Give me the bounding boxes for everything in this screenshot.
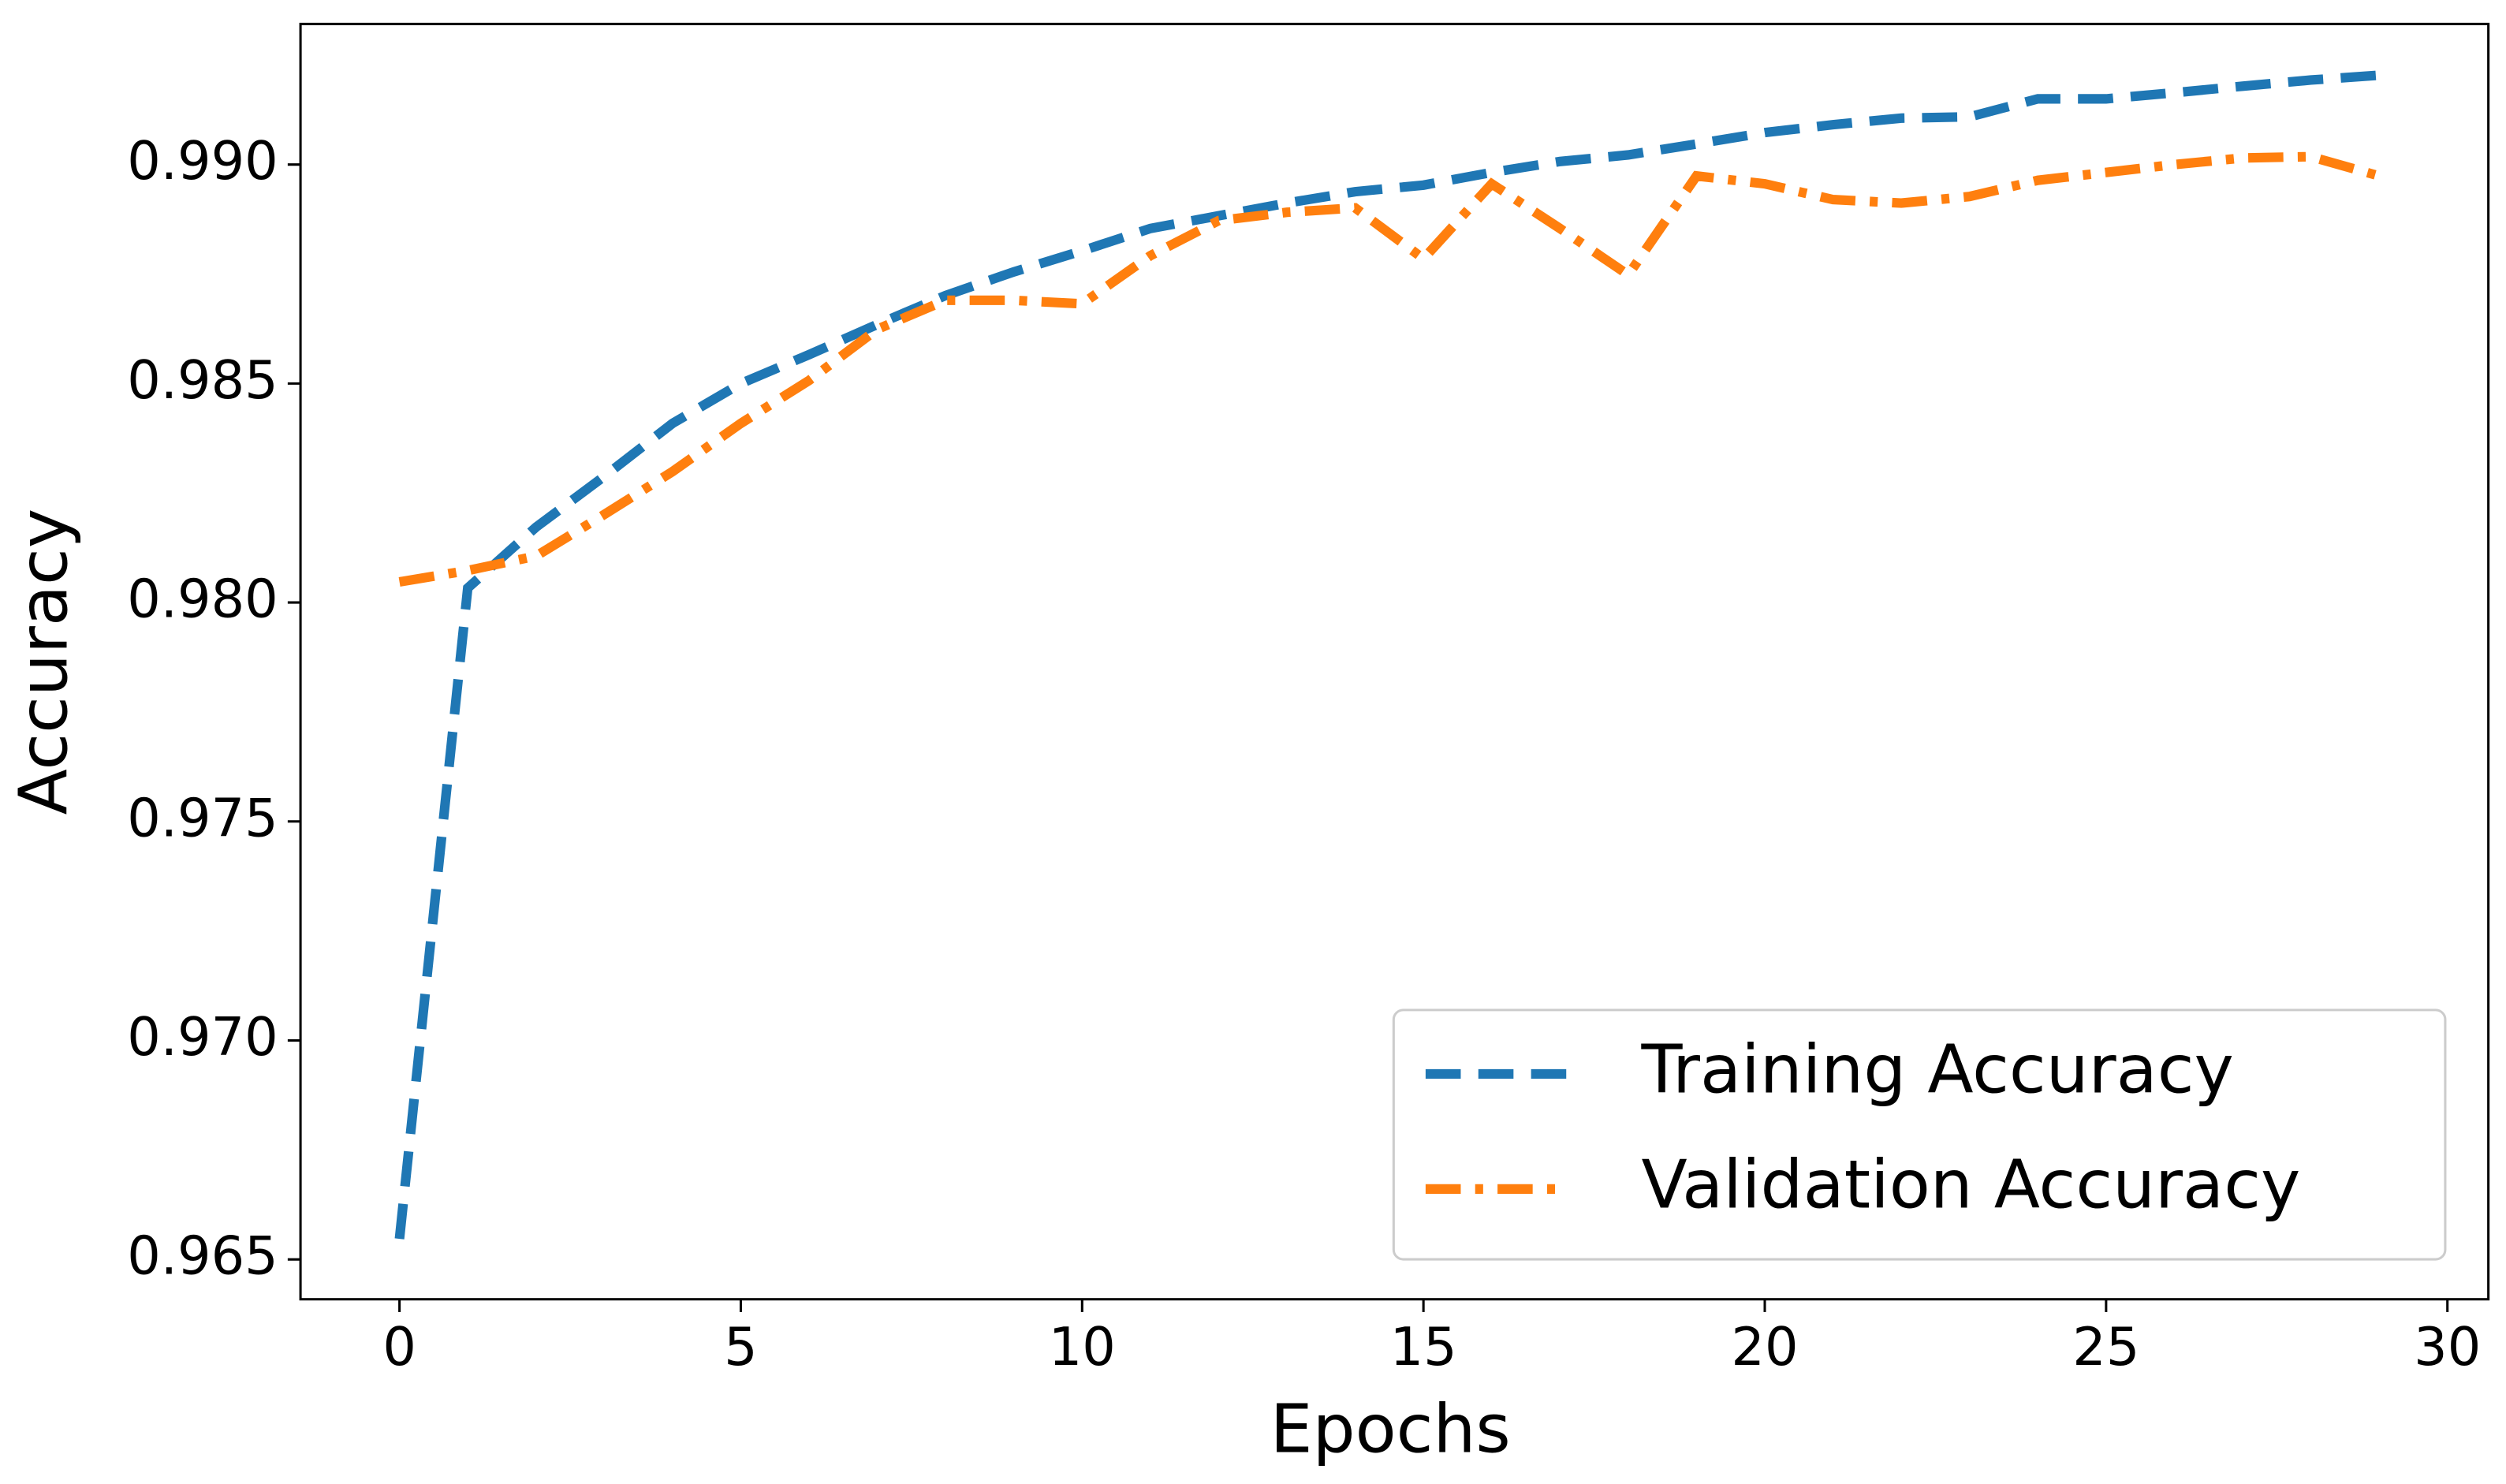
- series-line: [394, 70, 2380, 1240]
- y-tick-label: 0.965: [127, 1225, 278, 1287]
- plot-frame: [299, 22, 2490, 1301]
- x-tick-label: 5: [724, 1316, 758, 1378]
- y-tick-label: 0.985: [127, 349, 278, 411]
- legend-label: Validation Accuracy: [1641, 1146, 2300, 1224]
- y-axis-label: Accuracy: [5, 509, 83, 815]
- y-tick-label: 0.980: [127, 569, 278, 630]
- x-tick-label: 25: [2072, 1316, 2139, 1378]
- x-tick-label: 20: [1731, 1316, 1798, 1378]
- y-tick-label: 0.970: [127, 1006, 278, 1068]
- x-tick-label: 0: [382, 1316, 416, 1378]
- y-tick-label: 0.990: [127, 130, 278, 192]
- legend-box: [1392, 1009, 2447, 1261]
- legend-label: Training Accuracy: [1640, 1031, 2233, 1109]
- x-axis-label: Epochs: [1270, 1390, 1511, 1468]
- x-tick-label: 10: [1049, 1316, 1116, 1378]
- x-tick-label: 15: [1390, 1316, 1457, 1378]
- series-line: [398, 151, 2381, 587]
- y-tick-label: 0.975: [127, 787, 278, 848]
- x-tick-label: 30: [2414, 1316, 2481, 1378]
